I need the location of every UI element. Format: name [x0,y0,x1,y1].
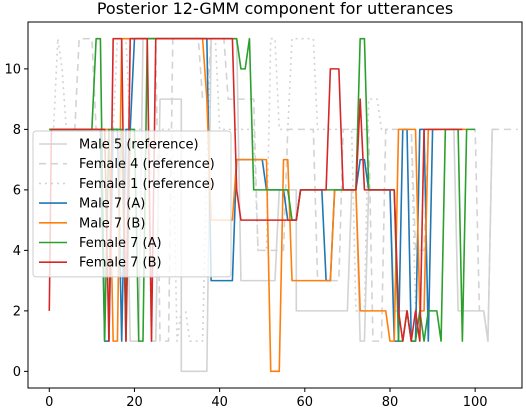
x-tick-label: 0 [45,395,53,410]
x-tick-label: 100 [463,395,488,410]
x-tick-label: 80 [382,395,399,410]
y-tick-label: 4 [13,244,21,259]
y-tick-label: 10 [4,62,21,77]
x-axis: 0 20 40 60 80 100 [45,388,488,410]
legend-box [32,130,232,278]
legend-label: Male 7 (A) [79,197,145,212]
legend-label: Male 7 (B) [79,216,145,231]
legend-label: Female 4 (reference) [79,157,215,172]
y-axis: 0 2 4 6 8 10 [4,62,28,380]
series-line-6 [48,37,463,342]
x-tick-label: 60 [297,395,314,410]
y-tick-label: 2 [13,304,21,319]
x-tick-label: 40 [211,395,228,410]
y-tick-label: 6 [13,183,21,198]
y-tick-label: 8 [13,123,21,138]
legend-label: Male 5 (reference) [79,138,199,153]
chart-title: Posterior 12-GMM component for utterance… [97,0,453,18]
legend-label: Female 7 (A) [79,236,162,251]
legend-label: Female 1 (reference) [79,177,215,192]
legend-label: Female 7 (B) [79,256,162,271]
y-tick-label: 0 [13,365,21,380]
axes-frame [27,21,523,389]
legend: Male 5 (reference) Female 4 (reference) Fe… [32,130,232,278]
x-tick-label: 20 [126,395,143,410]
